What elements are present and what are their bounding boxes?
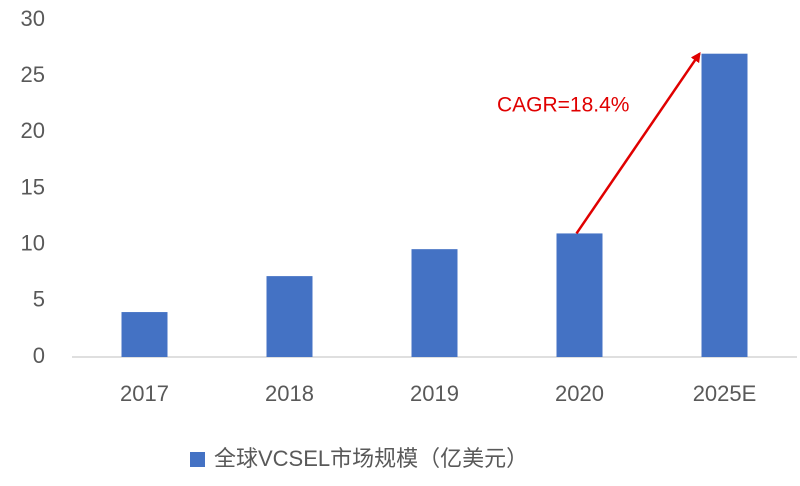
bar bbox=[701, 53, 748, 357]
x-tick-label: 2020 bbox=[555, 381, 604, 406]
y-tick-label: 10 bbox=[21, 230, 45, 255]
y-tick-label: 20 bbox=[21, 118, 45, 143]
bar bbox=[556, 233, 603, 357]
cagr-arrow bbox=[575, 52, 701, 235]
y-tick-label: 30 bbox=[21, 6, 45, 31]
y-tick-label: 0 bbox=[33, 343, 45, 368]
y-tick-label: 15 bbox=[21, 174, 45, 199]
annotation: CAGR=18.4% bbox=[497, 94, 629, 117]
bar bbox=[121, 312, 168, 357]
bar bbox=[411, 249, 458, 357]
x-tick-label: 2025E bbox=[693, 381, 757, 406]
y-tick-label: 25 bbox=[21, 62, 45, 87]
y-tick-label: 5 bbox=[33, 287, 45, 312]
bar bbox=[266, 276, 313, 357]
x-tick-label: 2018 bbox=[265, 381, 314, 406]
legend-label: 全球VCSEL市场规模（亿美元） bbox=[214, 446, 528, 471]
x-tick-label: 2017 bbox=[120, 381, 169, 406]
x-tick-label: 2019 bbox=[410, 381, 459, 406]
legend-swatch bbox=[190, 452, 205, 467]
